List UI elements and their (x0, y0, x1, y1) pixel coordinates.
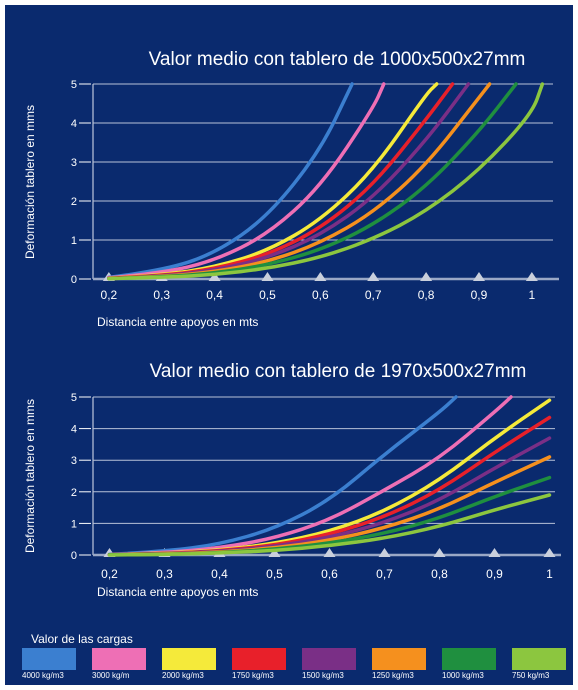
legend-item-4000: 4000 kg/m3 (22, 648, 84, 680)
chart2-y-tick-label: 1 (71, 518, 77, 530)
chart2-x-tick-label: 0,8 (431, 567, 448, 581)
chart2-series-line-8 (107, 493, 552, 557)
chart2-x-tick-marker (268, 548, 281, 557)
chart2-y-tick-label: 3 (71, 455, 77, 467)
chart2-x-tick-label: 0,7 (376, 567, 393, 581)
legend-label-1250: 1250 kg/m3 (372, 671, 414, 680)
chart1-series-line-4 (107, 82, 455, 280)
legend-item-2000: 2000 kg/m3 (162, 648, 224, 680)
chart2-y-tick-label: 5 (71, 392, 77, 404)
chart1-x-tick-label: 0,4 (206, 288, 223, 302)
legend-item-1250: 1250 kg/m3 (372, 648, 434, 680)
chart1-title: Valor medio con tablero de 1000x500x27mm (149, 49, 526, 70)
legend-swatch-2000 (162, 648, 216, 670)
chart2-x-tick-label: 0,6 (321, 567, 338, 581)
chart1-x-tick-label: 0,8 (418, 288, 435, 302)
chart1-y-tick-label: 2 (71, 196, 77, 208)
legend-swatch-3000 (92, 648, 146, 670)
chart2-x-tick-marker (543, 548, 556, 557)
chart1-x-tick-label: 1 (529, 288, 536, 302)
chart2-x-tick-label: 1 (546, 567, 553, 581)
chart1-x-tick-label: 0,9 (471, 288, 488, 302)
legend-item-1750: 1750 kg/m3 (232, 648, 294, 680)
chart-panel: 0 1 2 3 4 5 0,2 0,3 0,4 0,5 0,6 0,7 0,8 0,9 1 Valor med… (5, 5, 573, 685)
chart2-x-tick-marker (323, 548, 336, 557)
chart2-y-tick-label: 0 (71, 550, 77, 562)
chart1-x-tick-label: 0,7 (365, 288, 382, 302)
chart2-x-axis-label: Distancia entre apoyos en mts (97, 585, 258, 599)
chart1-series-line-1 (107, 82, 354, 280)
chart2-x-tick-marker (433, 548, 446, 557)
chart1-x-tick-marker (472, 272, 485, 281)
legend-swatch-1500 (302, 648, 356, 670)
chart1-x-tick-label: 0,3 (153, 288, 170, 302)
chart2-y-tick-label: 2 (71, 487, 77, 499)
charts-canvas: 0 1 2 3 4 5 0,2 0,3 0,4 0,5 0,6 0,7 0,8 0,9 1 Valor med… (23, 49, 561, 599)
legend-item-1500: 1500 kg/m3 (302, 648, 364, 680)
chart1-x-tick-marker (208, 272, 221, 281)
chart1-series-line-7 (107, 82, 518, 281)
chart2-x-tick-label: 0,4 (211, 567, 228, 581)
legend-item-3000: 3000 kg/m (92, 648, 154, 680)
chart2-x-tick-marker (378, 548, 391, 557)
legend-label-2000: 2000 kg/m3 (162, 671, 204, 680)
chart2-x-tick-marker (488, 548, 501, 557)
chart1-x-tick-label: 0,5 (259, 288, 276, 302)
legend-label-1000: 1000 kg/m3 (442, 671, 484, 680)
chart2-series-line-2 (107, 395, 513, 557)
chart2-y-tick-label: 4 (71, 424, 77, 436)
legend-swatch-1250 (372, 648, 426, 670)
chart2-y-axis-label: Deformación tablero en mms (23, 399, 37, 553)
legend-label-1500: 1500 kg/m3 (302, 671, 344, 680)
legend-label-750: 750 kg/m3 (512, 671, 550, 680)
chart2-series-line-1 (107, 395, 458, 557)
chart2-series-line-6 (107, 455, 552, 557)
chart1-series-line-8 (107, 82, 545, 281)
chart1-y-axis-label: Deformación tablero en mms (23, 105, 37, 259)
chart1-x-axis-label: Distancia entre apoyos en mts (97, 315, 258, 329)
legend-swatch-1000 (442, 648, 496, 670)
chart1-x-tick-label: 0,6 (312, 288, 329, 302)
chart1-y-tick-label: 5 (71, 79, 77, 91)
chart2-x-tick-label: 0,5 (266, 567, 283, 581)
legend-title: Valor de las cargas (31, 632, 133, 646)
chart1-x-tick-marker (525, 272, 538, 281)
chart1-series-line-2 (107, 82, 386, 280)
chart1-x-tick-label: 0,2 (101, 288, 118, 302)
legend-swatch-1750 (232, 648, 286, 670)
legend-label-3000: 3000 kg/m (92, 671, 130, 680)
chart1-x-tick-marker (314, 272, 327, 281)
legend-item-750: 750 kg/m3 (512, 648, 574, 680)
chart1-y-tick-label: 1 (71, 235, 77, 247)
chart2-x-tick-label: 0,9 (486, 567, 503, 581)
chart1-y-tick-label: 0 (71, 274, 77, 286)
legend-swatch-4000 (22, 648, 76, 670)
chart2-x-tick-label: 0,2 (101, 567, 118, 581)
legend-item-1000: 1000 kg/m3 (442, 648, 504, 680)
chart1-x-tick-marker (261, 272, 274, 281)
legend-label-4000: 4000 kg/m3 (22, 671, 64, 680)
chart1-x-tick-marker (367, 272, 380, 281)
legend-label-1750: 1750 kg/m3 (232, 671, 274, 680)
legend-swatch-750 (512, 648, 566, 670)
chart1-x-tick-marker (420, 272, 433, 281)
chart1-y-tick-label: 4 (71, 118, 77, 130)
chart2-x-tick-label: 0,3 (156, 567, 173, 581)
chart1-y-tick-label: 3 (71, 157, 77, 169)
chart2-title: Valor medio con tablero de 1970x500x27mm (150, 361, 527, 382)
